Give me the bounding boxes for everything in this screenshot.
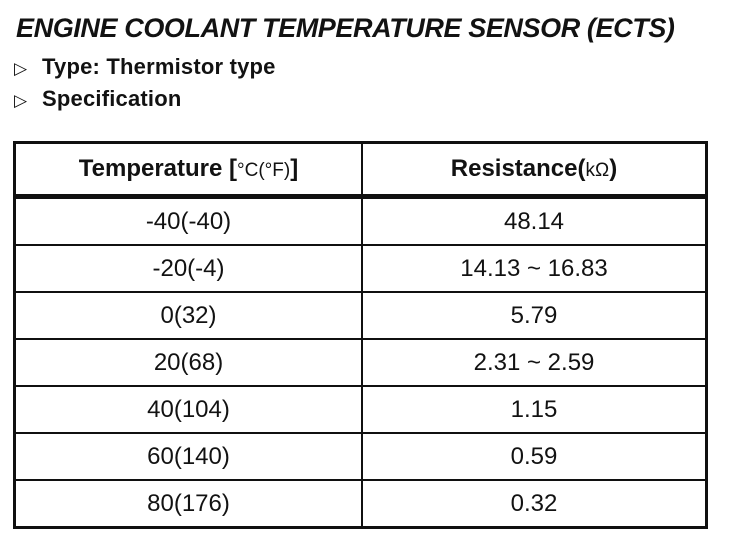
table-row: 20(68) 2.31 ~ 2.59 bbox=[13, 338, 708, 387]
temperature-cell: 40(104) bbox=[13, 385, 363, 434]
triangle-bullet-icon: ▷ bbox=[14, 91, 28, 110]
bullet-type: ▷ Type: Thermistor type bbox=[14, 52, 736, 84]
resistance-cell: 0.32 bbox=[361, 479, 708, 529]
resistance-cell: 0.59 bbox=[361, 432, 708, 481]
table-row: -20(-4) 14.13 ~ 16.83 bbox=[13, 244, 708, 293]
temperature-unit: °C(°F) bbox=[237, 160, 291, 181]
temperature-column-header: Temperature [°C(°F)] bbox=[13, 141, 363, 199]
resistance-cell: 5.79 bbox=[361, 291, 708, 340]
resistance-cell: 2.31 ~ 2.59 bbox=[361, 338, 708, 387]
temperature-header-label: Temperature [ bbox=[78, 155, 238, 182]
table-header-row: Temperature [°C(°F)] Resistance(kΩ) bbox=[13, 141, 708, 199]
resistance-unit: kΩ bbox=[585, 160, 610, 181]
table-row: 60(140) 0.59 bbox=[13, 432, 708, 481]
bullet-list: ▷ Type: Thermistor type ▷ Specification bbox=[14, 52, 736, 116]
resistance-header-label: Resistance( bbox=[450, 155, 586, 182]
bullet-type-text: Type: Thermistor type bbox=[42, 54, 276, 79]
table-row: 80(176) 0.32 bbox=[13, 479, 708, 529]
resistance-cell: 48.14 bbox=[361, 195, 708, 246]
bullet-specification: ▷ Specification bbox=[14, 84, 736, 116]
table-row: 40(104) 1.15 bbox=[13, 385, 708, 434]
temperature-header-suffix: ] bbox=[290, 155, 299, 182]
temperature-cell: 80(176) bbox=[13, 479, 363, 529]
temperature-cell: 20(68) bbox=[13, 338, 363, 387]
page-title: ENGINE COOLANT TEMPERATURE SENSOR (ECTS) bbox=[16, 13, 675, 43]
table-row: 0(32) 5.79 bbox=[13, 291, 708, 340]
temperature-cell: -20(-4) bbox=[13, 244, 363, 293]
resistance-column-header: Resistance(kΩ) bbox=[361, 141, 708, 199]
resistance-cell: 1.15 bbox=[361, 385, 708, 434]
temperature-cell: 60(140) bbox=[13, 432, 363, 481]
resistance-header-suffix: ) bbox=[609, 155, 618, 182]
temperature-cell: -40(-40) bbox=[13, 195, 363, 246]
triangle-bullet-icon: ▷ bbox=[14, 59, 28, 78]
bullet-specification-text: Specification bbox=[42, 86, 182, 111]
table-row: -40(-40) 48.14 bbox=[13, 195, 708, 246]
temperature-cell: 0(32) bbox=[13, 291, 363, 340]
resistance-cell: 14.13 ~ 16.83 bbox=[361, 244, 708, 293]
specification-table: Temperature [°C(°F)] Resistance(kΩ) -40(… bbox=[13, 141, 708, 529]
